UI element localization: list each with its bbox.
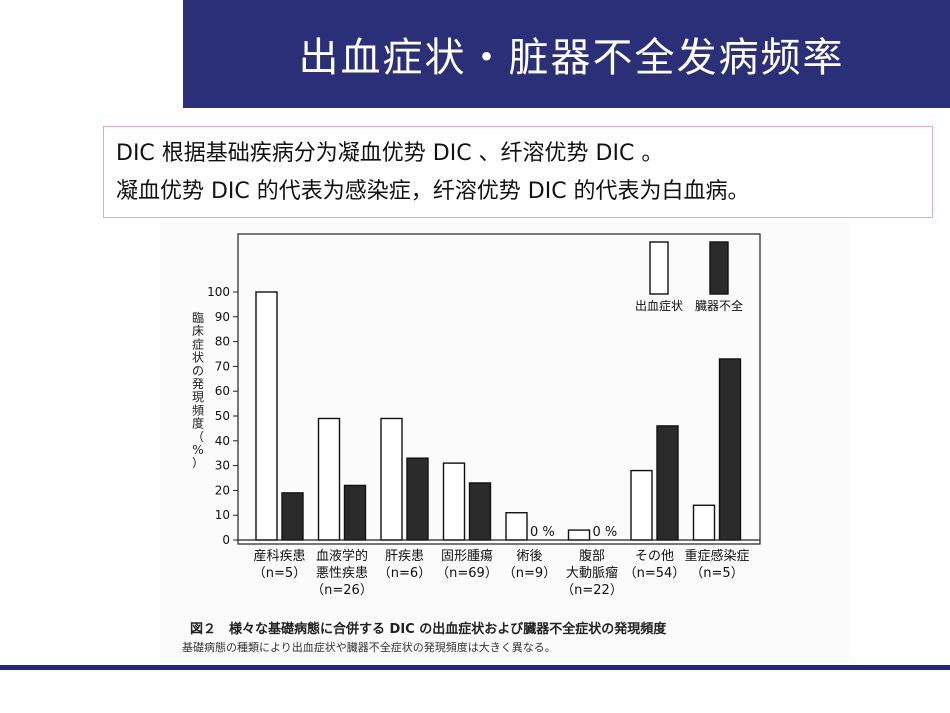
y-tick-label: 80 (215, 335, 230, 349)
y-axis-label-char: 発 (192, 377, 204, 391)
category-label: 肝疾患 (385, 549, 424, 564)
category-label: （n=69） (436, 566, 498, 581)
category-label: （n=5） (253, 566, 306, 581)
category-label: 大動脈瘤 (566, 565, 618, 581)
bar-bleeding (505, 512, 528, 541)
bar-bleeding (442, 462, 466, 541)
y-axis-label-char: 症 (192, 336, 204, 351)
y-axis-label-char: （ (192, 430, 204, 444)
bar-bleeding (380, 417, 403, 541)
bar-bleeding (567, 529, 591, 541)
bottom-rule (0, 665, 950, 670)
bar-organ-failure (718, 358, 742, 541)
bar-organ-failure (656, 425, 679, 541)
y-tick-label: 30 (215, 459, 230, 473)
category-label: 術後 (516, 549, 542, 564)
zero-value-label: 0 % (593, 525, 618, 540)
y-tick-label: 20 (215, 483, 230, 497)
title-banner: 出血症状・脏器不全发病频率 (183, 0, 950, 108)
legend-label: 出血症状 (635, 298, 683, 313)
y-tick-label: 50 (215, 409, 230, 423)
category-label: 重症感染症 (684, 548, 749, 564)
category-label: 腹部 (579, 548, 605, 564)
bar-bleeding (630, 469, 653, 541)
note-line-2: 凝血优势 DIC 的代表为感染症，纤溶优势 DIC 的代表为白血病。 (116, 179, 750, 204)
bar-organ-failure (281, 492, 304, 541)
y-tick-label: 70 (215, 359, 230, 373)
y-tick-label: 60 (215, 384, 230, 398)
zero-value-label: 0 % (530, 525, 555, 540)
bar-organ-failure (406, 457, 429, 541)
category-label: （n=5） (690, 566, 743, 581)
y-tick-label: 40 (215, 434, 230, 448)
category-label: （n=9） (503, 566, 556, 581)
category-label: 悪性疾患 (316, 566, 368, 581)
y-axis-label-char: 頻 (192, 403, 204, 417)
category-label: （n=54） (624, 566, 686, 581)
category-label: 固形腫瘍 (441, 548, 493, 564)
y-axis-label-char: 状 (192, 351, 204, 365)
y-axis-label-char: ） (192, 456, 204, 470)
category-label: その他 (635, 549, 674, 564)
category-label: 産科疾患 (253, 548, 305, 564)
y-tick-label: 0 (222, 533, 230, 547)
slide-title: 出血症状・脏器不全发病频率 (298, 35, 845, 81)
category-label: （n=6） (378, 566, 431, 581)
legend-label: 臓器不全 (695, 298, 743, 313)
legend-swatch (709, 241, 729, 295)
bar-bleeding (692, 504, 716, 541)
legend-swatch (649, 241, 669, 295)
bar-organ-failure (468, 482, 492, 541)
y-axis-label-char: 度 (192, 416, 204, 431)
category-label: （n=26） (311, 583, 373, 598)
y-axis-label-char: 現 (192, 390, 204, 404)
bar-bleeding (255, 291, 278, 541)
figure-panel: 0 10 20 30 40 50 60 70 80 90 100 臨床症状の発現頻度（%） 産科疾患 （n… (160, 222, 850, 662)
y-tick-label: 90 (215, 310, 230, 324)
y-tick-label: 10 (215, 508, 230, 522)
figure-caption: 図２ 様々な基礎病態に合併する DIC の出血症状および臓器不全症状の発現頻度 (190, 622, 667, 637)
figure-subcaption: 基礎病態の種類により出血症状や臓器不全症状の発現頻度は大きく異なる。 (182, 641, 556, 654)
bar-organ-failure (343, 484, 367, 541)
note-box: DIC 根据基础疾病分为凝血优势 DIC 、纤溶优势 DIC 。 凝血优势 DI… (103, 126, 933, 218)
y-axis-label-char: の (192, 364, 204, 378)
note-line-1: DIC 根据基础疾病分为凝血优势 DIC 、纤溶优势 DIC 。 (116, 141, 664, 166)
bar-bleeding (317, 417, 341, 541)
y-tick-label: 100 (207, 285, 230, 299)
category-label: （n=22） (561, 583, 623, 598)
plot-frame (237, 233, 761, 545)
category-label: 血液学的 (316, 548, 368, 564)
y-axis-label-char: % (192, 443, 203, 457)
y-axis-label-char: 臨 (192, 311, 204, 325)
y-axis-label-char: 床 (192, 324, 204, 338)
